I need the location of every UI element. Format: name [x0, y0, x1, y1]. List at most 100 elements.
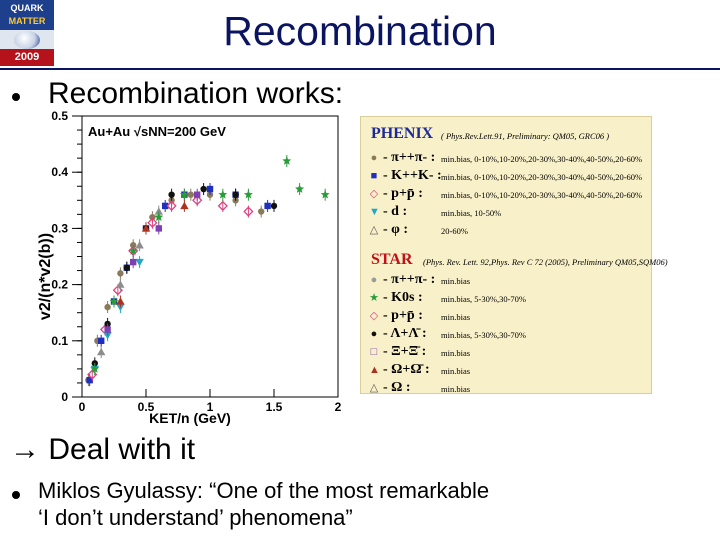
data-point	[155, 225, 162, 232]
data-point	[187, 191, 194, 198]
data-point	[243, 206, 254, 217]
legend-species: - Ω :	[383, 380, 411, 395]
bullet-icon	[12, 93, 20, 101]
x-tick-label: 1.5	[266, 400, 283, 414]
legend-marker-icon: ▲	[369, 364, 380, 376]
data-point	[320, 190, 330, 199]
phenix-legend-row: △ - φ : 20-60%	[367, 222, 649, 239]
data-point	[179, 190, 189, 199]
legend-centrality: min.bias	[441, 366, 471, 376]
legend-centrality: min.bias, 10-50%	[441, 208, 502, 218]
legend-species: - d :	[383, 204, 408, 219]
data-point	[141, 224, 151, 232]
x-tick-label: 1	[207, 400, 214, 414]
legend-centrality: min.bias	[441, 348, 471, 358]
quote-line-1: Miklos Gyulassy: “One of the most remark…	[38, 478, 490, 503]
legend-centrality: min.bias	[441, 384, 471, 394]
data-point	[154, 212, 164, 221]
phenix-legend-row: ● - π++π- : min.bias, 0-10%,10-20%,20-30%,…	[367, 150, 649, 167]
data-point	[282, 156, 292, 165]
legend-phenix-title: PHENIX	[371, 125, 434, 142]
star-legend-row: ● - π++π- : min.bias	[367, 272, 649, 289]
legend-species: - φ :	[383, 222, 409, 237]
star-legend-row: △ - Ω : min.bias	[367, 380, 649, 397]
legend-marker-icon: ◇	[369, 310, 379, 322]
data-point	[200, 185, 207, 193]
legend-phenix-ref: ( Phys.Rev.Lett.91, Preliminary: QM05, G…	[441, 131, 610, 141]
legend-centrality: min.bias	[441, 276, 471, 286]
data-point	[103, 331, 112, 340]
phenix-legend-row: ■ - K++K- : min.bias, 0-10%,10-20%,20-30%,…	[367, 168, 649, 185]
right-arrow-icon: →	[10, 433, 40, 466]
data-point	[147, 217, 158, 228]
logo-line-1: QUARK	[10, 3, 44, 13]
data-point	[104, 303, 111, 311]
slide-title: Recombination	[223, 8, 497, 54]
star-legend-row: ★ - K0s : min.bias, 5-30%,30-70%	[367, 290, 649, 307]
y-tick-label: 0.4	[51, 165, 68, 179]
legend-species: - π++π- :	[383, 150, 436, 165]
logo-text: QUARK MATTER	[0, 0, 54, 30]
data-point	[135, 241, 144, 249]
logo-badge-icon	[14, 31, 40, 49]
logo-year: 2009	[0, 49, 54, 66]
legend-centrality: min.bias, 5-30%,30-70%	[441, 294, 526, 304]
y-tick-label: 0.1	[51, 334, 68, 348]
legend-marker-icon: ●	[370, 152, 378, 164]
legend-marker-icon: ★	[369, 292, 379, 304]
data-point	[217, 200, 228, 212]
data-point	[168, 191, 175, 198]
data-point	[128, 246, 138, 255]
data-point	[135, 258, 144, 267]
data-point	[98, 337, 105, 344]
data-point	[130, 258, 137, 266]
legend-marker-icon: ▼	[369, 206, 380, 218]
legend-marker-icon: ●	[370, 328, 378, 340]
data-point	[192, 195, 203, 206]
data-point	[194, 191, 201, 198]
legend-star-ref: (Phys. Rev. Lett. 92,Phys. Rev C 72 (200…	[423, 257, 668, 267]
data-point	[166, 200, 177, 212]
quote-line-2: ‘I don’t understand’ phenomena”	[38, 505, 353, 530]
legend-species: - Ω+Ω̄ :	[383, 362, 430, 377]
data-point	[116, 303, 125, 312]
bullet-icon	[12, 491, 20, 499]
y-tick-label: 0	[61, 390, 68, 404]
x-tick-label: 2	[335, 400, 342, 414]
star-legend-row: ◇ - p+p̄ : min.bias	[367, 308, 649, 325]
legend-species: - Λ+Λ̄ :	[383, 326, 427, 341]
data-point	[206, 185, 214, 193]
data-point	[180, 201, 189, 210]
star-legend-row: □ - Ξ+Ξ̄ : min.bias	[367, 344, 649, 361]
bullet-recombination-works: Recombination works:	[48, 77, 344, 110]
data-point	[218, 190, 228, 199]
data-point	[232, 191, 239, 198]
legend-centrality: min.bias, 0-10%,10-20%,20-30%,30-40%,40-…	[441, 190, 643, 200]
legend-centrality: min.bias, 5-30%,30-70%	[441, 330, 526, 340]
y-tick-label: 0.5	[51, 109, 68, 123]
x-tick-label: 0	[79, 400, 86, 414]
legend-species: - Ξ+Ξ̄ :	[383, 344, 427, 359]
legend-centrality: min.bias, 0-10%,10-20%,20-30%,30-40%,40-…	[441, 172, 643, 182]
plot-frame	[81, 115, 339, 398]
gyulassy-quote: Miklos Gyulassy: “One of the most remark…	[38, 477, 489, 531]
legend-centrality: 20-60%	[441, 226, 468, 236]
y-axis-label: v2/(n*v2(b))	[37, 233, 54, 320]
chart-annotation: Au+Au √sNN=200 GeV	[88, 124, 226, 139]
phenix-legend-row: ▼ - d : min.bias, 10-50%	[367, 204, 649, 221]
data-point	[116, 280, 125, 288]
data-point	[258, 208, 265, 215]
legend-species: - p+p̄ :	[383, 186, 423, 201]
data-point	[116, 297, 125, 305]
title-divider	[0, 68, 720, 70]
legend-centrality: min.bias	[441, 312, 471, 322]
star-legend-row: ▲ - Ω+Ω̄ : min.bias	[367, 362, 649, 379]
x-tick-label: 0.5	[138, 400, 155, 414]
quark-matter-logo: QUARK MATTER 2009	[0, 0, 54, 66]
data-point	[97, 347, 106, 356]
y-tick-label: 0.2	[51, 278, 68, 292]
phenix-legend-row: ◇ - p+p̄ : min.bias, 0-10%,10-20%,20-30%,3…	[367, 186, 649, 203]
legend-marker-icon: △	[369, 382, 379, 394]
legend-species: - K0s :	[383, 290, 423, 305]
